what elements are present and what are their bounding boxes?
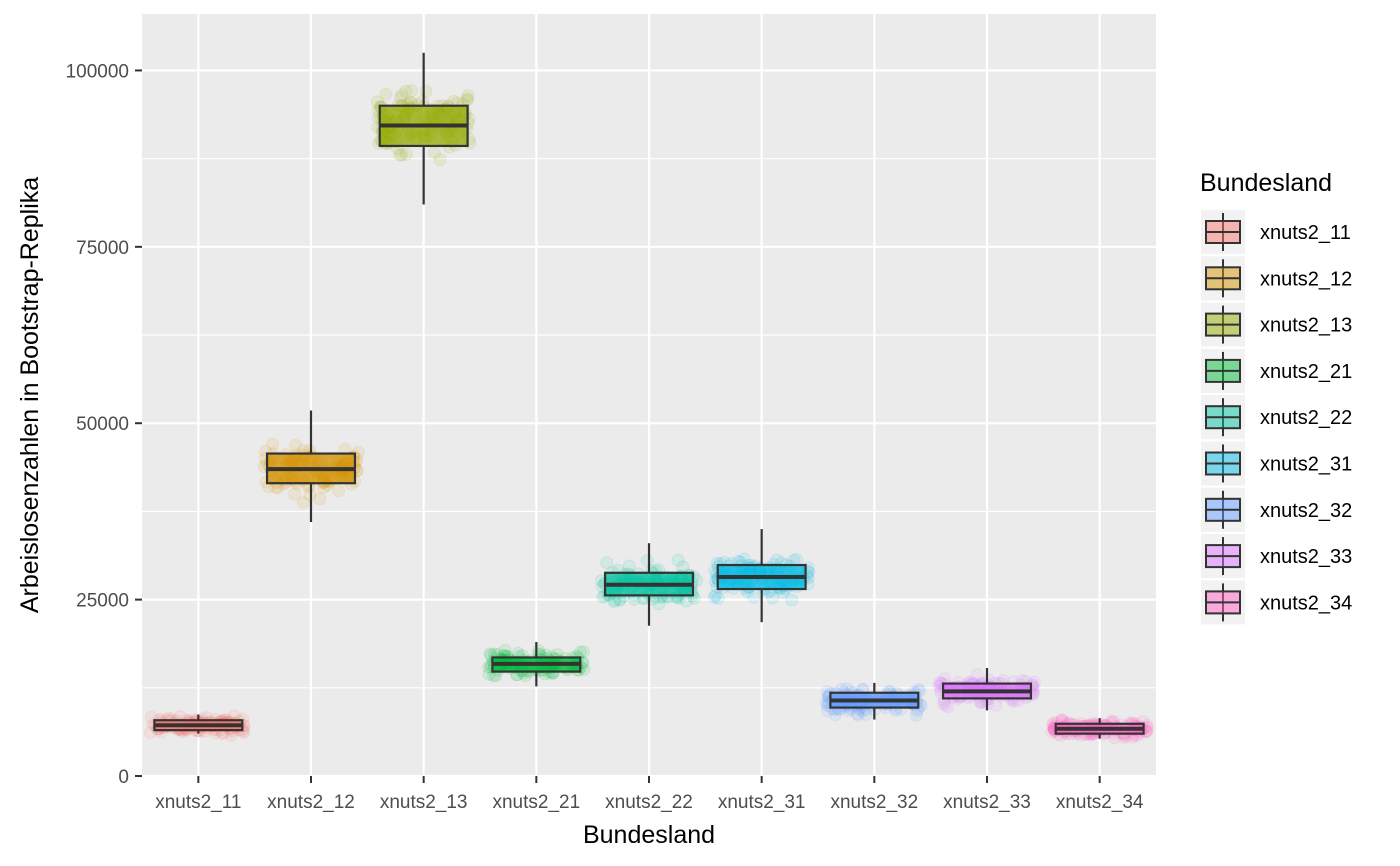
legend-label: xnuts2_13 — [1260, 315, 1352, 337]
jitter-point — [395, 88, 409, 102]
legend-label: xnuts2_33 — [1260, 546, 1352, 568]
jitter-point — [747, 590, 761, 604]
box-xnuts2_34 — [1054, 718, 1145, 739]
y-axis: 0 25000 50000 75000 100000 — [66, 61, 142, 788]
box-xnuts2_13 — [378, 52, 469, 205]
y-tick-label: 100000 — [66, 61, 129, 82]
jitter-point — [970, 668, 984, 682]
major-gridlines — [142, 14, 1156, 778]
boxes — [153, 52, 1145, 739]
jitter-point — [296, 496, 310, 510]
jitter-point — [711, 591, 725, 605]
legend-item-xnuts2_22: xnuts2_22 — [1201, 395, 1352, 440]
y-tick-label: 75000 — [76, 238, 129, 259]
jitter-point — [785, 593, 799, 607]
jitter-point — [313, 492, 327, 506]
legend-label: xnuts2_34 — [1260, 592, 1352, 614]
legend-item-xnuts2_33: xnuts2_33 — [1201, 534, 1352, 579]
x-tick-label: xnuts2_32 — [830, 792, 918, 813]
jitter-point — [379, 87, 393, 101]
x-tick-label: xnuts2_34 — [1056, 792, 1144, 813]
x-tick-label: xnuts2_11 — [155, 792, 241, 813]
box-xnuts2_32 — [829, 682, 920, 720]
jitter-point — [427, 146, 441, 160]
jitter-point — [266, 437, 280, 451]
jitter-point — [393, 148, 407, 162]
legend-item-xnuts2_34: xnuts2_34 — [1201, 580, 1352, 625]
x-tick-label: xnuts2_31 — [718, 792, 806, 813]
jitter-point — [600, 556, 614, 570]
jitter-point — [640, 554, 654, 567]
jitter-point — [709, 588, 723, 602]
x-axis-title: Bundesland — [583, 821, 715, 849]
jitter-point — [433, 153, 447, 167]
y-axis-title: Arbeislosenzahlen in Bootstrap-Replika — [16, 177, 44, 613]
jitter-point — [577, 645, 590, 659]
y-tick-label: 0 — [118, 767, 129, 788]
legend-item-xnuts2_13: xnuts2_13 — [1201, 302, 1352, 347]
legend-title: Bundesland — [1200, 169, 1332, 197]
x-tick-label: xnuts2_12 — [267, 792, 355, 813]
legend-label: xnuts2_11 — [1260, 222, 1351, 244]
jitter-point — [400, 147, 413, 161]
jitter-point — [405, 84, 419, 98]
legend-label: xnuts2_22 — [1260, 407, 1352, 429]
jitter-point — [419, 84, 433, 98]
legend-label: xnuts2_21 — [1260, 361, 1352, 383]
jitter-point — [707, 590, 721, 604]
jitter-point — [332, 484, 345, 498]
jitter-point — [909, 708, 923, 722]
legend-label: xnuts2_12 — [1260, 268, 1352, 290]
box-xnuts2_12 — [265, 410, 357, 522]
y-tick-label: 25000 — [76, 591, 129, 612]
jitter-point — [288, 487, 302, 501]
legend-label: xnuts2_31 — [1260, 454, 1352, 476]
jitter-point — [395, 148, 409, 162]
jitter-point — [828, 708, 842, 722]
jitter-point — [652, 597, 666, 611]
box-xnuts2_21 — [491, 641, 582, 687]
legend-item-xnuts2_11: xnuts2_11 — [1201, 210, 1351, 254]
box-xnuts2_33 — [941, 668, 1033, 711]
jitter-point — [790, 553, 804, 566]
y-tick-label: 50000 — [76, 414, 129, 435]
jitter-point — [766, 591, 779, 605]
jitter-point — [289, 438, 303, 452]
legend-item-xnuts2_21: xnuts2_21 — [1201, 348, 1352, 393]
x-axis: xnuts2_11 xnuts2_12 xnuts2_13 xnuts2_21 xnut… — [155, 776, 1144, 813]
legend-label: xnuts2_32 — [1260, 500, 1352, 522]
jitter-point — [941, 700, 955, 714]
x-tick-label: xnuts2_13 — [380, 792, 468, 813]
jitter-point — [461, 89, 475, 103]
legend-item-xnuts2_12: xnuts2_12 — [1201, 256, 1352, 301]
x-tick-label: xnuts2_33 — [943, 792, 1031, 813]
legend-item-xnuts2_31: xnuts2_31 — [1201, 441, 1352, 486]
jitter-point — [393, 91, 407, 105]
legend: Bundesland xnuts2_11 xnuts2_12 xnuts2_13xn… — [1200, 169, 1352, 625]
box-xnuts2_11 — [153, 714, 244, 734]
box-xnuts2_22 — [603, 543, 695, 626]
legend-item-xnuts2_32: xnuts2_32 — [1201, 487, 1352, 532]
x-tick-label: xnuts2_22 — [605, 792, 693, 813]
x-tick-label: xnuts2_21 — [492, 792, 580, 813]
jitter-point — [671, 553, 685, 567]
jitter-point — [399, 84, 413, 98]
box-xnuts2_31 — [716, 529, 807, 623]
jitter-point — [851, 708, 865, 722]
